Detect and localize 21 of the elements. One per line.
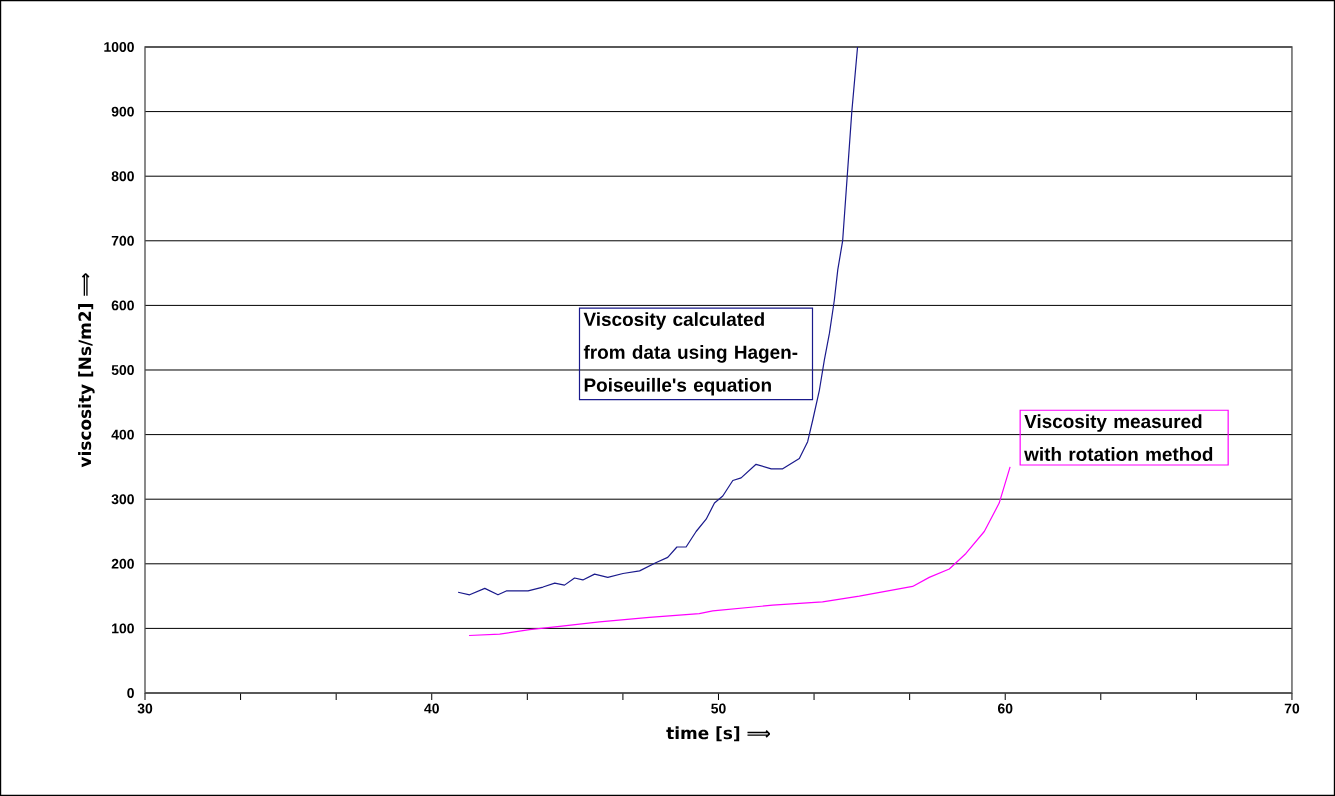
y-tick-label: 1000 bbox=[104, 42, 134, 52]
series-label: Viscosity calculated from data using Hagen-Poiseuille's equation bbox=[583, 312, 798, 396]
y-tick-label: 100 bbox=[112, 623, 134, 634]
y-tick-label: 700 bbox=[111, 235, 134, 246]
x-tick-label: 30 bbox=[137, 703, 153, 714]
x-axis-title: time [s] ⟹ bbox=[666, 726, 770, 742]
y-axis-title: viscosity [Ns/m2] ⟹ bbox=[78, 273, 95, 468]
y-tick-label: 0 bbox=[127, 688, 134, 698]
x-tick-label: 50 bbox=[711, 703, 726, 714]
y-tick-label: 900 bbox=[111, 106, 134, 117]
x-tick-label: 60 bbox=[997, 703, 1013, 714]
x-tick-label: 70 bbox=[1284, 703, 1300, 714]
series-label: Viscosity measured with rotation method bbox=[1024, 414, 1213, 462]
y-tick-label: 500 bbox=[111, 365, 134, 375]
y-tick-label: 400 bbox=[111, 429, 134, 440]
y-tick-label: 800 bbox=[111, 171, 134, 182]
y-tick-label: 600 bbox=[111, 300, 134, 311]
line-series bbox=[468, 466, 1011, 637]
y-tick-label: 200 bbox=[111, 558, 134, 569]
x-tick-label: 40 bbox=[424, 703, 439, 714]
y-tick-label: 300 bbox=[111, 494, 134, 505]
